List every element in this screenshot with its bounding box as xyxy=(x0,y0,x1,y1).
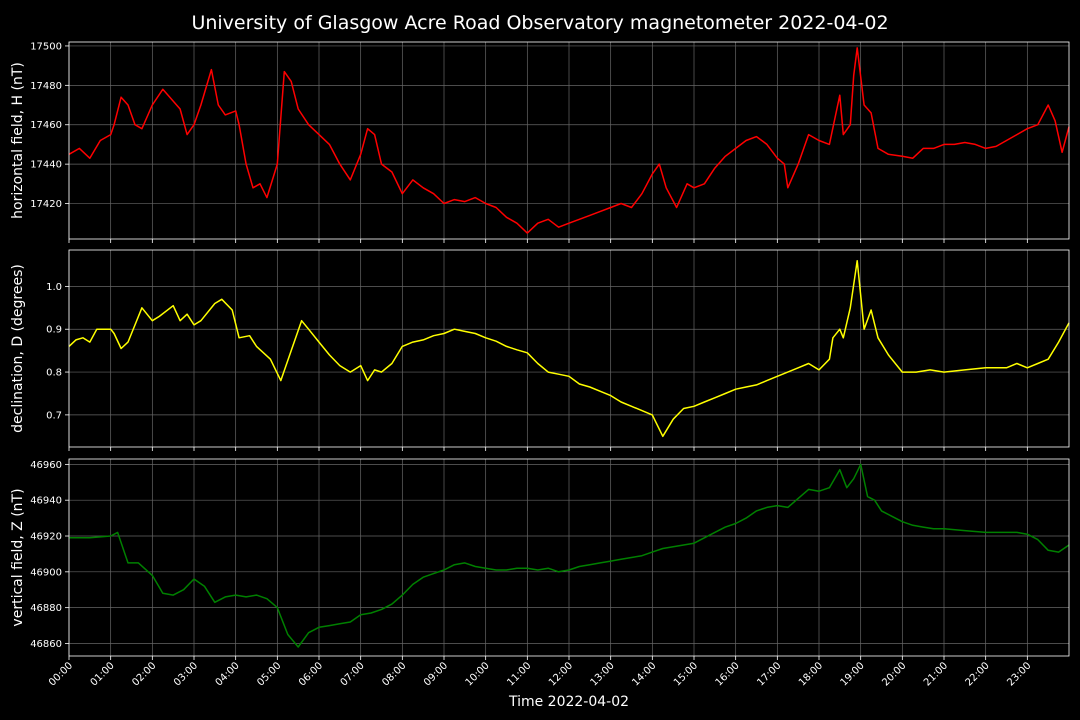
y-tick-label: 46920 xyxy=(30,532,62,543)
panel-frame xyxy=(68,41,1070,240)
y-tick-label: 46880 xyxy=(30,603,62,614)
y-axis-label-D: declination, D (degrees) xyxy=(10,264,26,433)
y-tick-label: 1.0 xyxy=(46,282,62,293)
y-axis-label-H: horizontal field, H (nT) xyxy=(10,62,26,219)
y-tick-label: 46940 xyxy=(30,496,62,507)
y-tick-label: 46960 xyxy=(30,460,62,471)
panel-H: 17420 17440 17460 17480 17500 horizontal fiel… xyxy=(10,41,1070,243)
y-tick-label: 17440 xyxy=(30,160,62,171)
y-tick-label: 17420 xyxy=(30,199,62,210)
y-tick-label: 0.8 xyxy=(46,368,62,379)
y-tick-label: 17460 xyxy=(30,120,62,131)
y-tick-label: 46860 xyxy=(30,639,62,650)
panel-frame xyxy=(68,249,1070,448)
panel-D: 0.7 0.8 0.9 1.0 declination, D (degrees) xyxy=(10,249,1070,451)
series-line-Z xyxy=(69,463,1070,648)
y-tick-label: 17500 xyxy=(30,41,62,52)
y-tick-label: 46900 xyxy=(30,567,62,578)
y-tick-label: 0.9 xyxy=(46,325,62,336)
chart-title: University of Glasgow Acre Road Observat… xyxy=(191,12,888,34)
x-axis-label: Time 2022-04-02 xyxy=(508,694,629,710)
y-tick-label: 0.7 xyxy=(46,410,62,421)
series-line-H xyxy=(68,47,1070,234)
panel-frame xyxy=(68,458,1070,657)
panels-group: 17420 17440 17460 17480 17500 horizontal fiel… xyxy=(10,41,1070,689)
y-axis-label-Z: vertical field, Z (nT) xyxy=(10,488,26,626)
y-tick-label: 17480 xyxy=(30,81,62,92)
series-line-D xyxy=(68,259,1070,438)
